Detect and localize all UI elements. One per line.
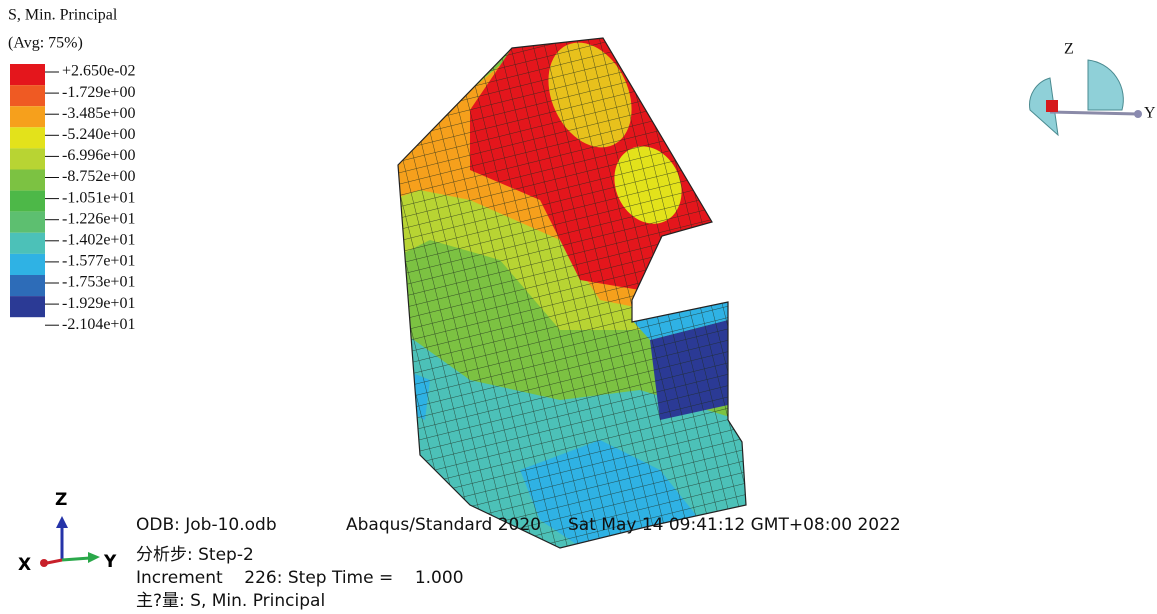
legend-band bbox=[10, 212, 45, 233]
legend-band bbox=[10, 148, 45, 169]
legend-label: -1.402e+01 bbox=[62, 231, 135, 248]
triad-y-axis bbox=[62, 558, 90, 560]
legend-label: -8.752e+00 bbox=[62, 168, 135, 185]
triad-y-arrow bbox=[88, 552, 100, 563]
info-solver: Abaqus/Standard 2020 bbox=[346, 515, 541, 535]
fe-model bbox=[380, 29, 760, 560]
cube-z-label: Z bbox=[1064, 41, 1074, 58]
info-step: 分析步: Step-2 bbox=[136, 545, 254, 565]
legend-label: -1.051e+01 bbox=[62, 189, 135, 206]
cube-y-label: Y bbox=[1144, 105, 1156, 122]
info-variable: 主?量: S, Min. Principal bbox=[136, 591, 325, 611]
legend-label: -1.226e+01 bbox=[62, 210, 135, 227]
triad-y-label: Y bbox=[103, 552, 117, 572]
legend-label: -1.729e+00 bbox=[62, 84, 135, 101]
legend-band bbox=[10, 64, 45, 85]
legend-band bbox=[10, 127, 45, 148]
legend-band bbox=[10, 191, 45, 212]
info-increment: Increment 226: Step Time = 1.000 bbox=[136, 568, 464, 588]
triad: Z X Y bbox=[18, 490, 117, 575]
legend-band bbox=[10, 296, 45, 317]
page: S, Min. Principal (Avg: 75%) +2.650e-02 -… bbox=[0, 0, 1157, 614]
legend-label: -3.485e+00 bbox=[62, 105, 135, 122]
viewport: S, Min. Principal (Avg: 75%) +2.650e-02 -… bbox=[0, 0, 1157, 614]
legend-label: -5.240e+00 bbox=[62, 126, 135, 143]
info-date: Sat May 14 09:41:12 GMT+08:00 2022 bbox=[568, 515, 901, 535]
legend-label: -1.753e+01 bbox=[62, 274, 135, 291]
cube-axis bbox=[1050, 112, 1138, 114]
legend-label: +2.650e-02 bbox=[62, 63, 135, 80]
info-odb: ODB: Job-10.odb bbox=[136, 515, 277, 535]
legend-band bbox=[10, 106, 45, 127]
cube-axis-end bbox=[1134, 110, 1142, 118]
legend-label: -1.577e+01 bbox=[62, 253, 135, 270]
triad-x-end bbox=[40, 559, 48, 567]
cube-face bbox=[1088, 60, 1123, 110]
legend-title: S, Min. Principal bbox=[8, 7, 118, 24]
legend-label: -1.929e+01 bbox=[62, 295, 135, 312]
legend-band bbox=[10, 254, 45, 275]
legend: +2.650e-02 -1.729e+00 -3.485e+00 -5.240e+00… bbox=[10, 63, 135, 333]
legend-label: -2.104e+01 bbox=[62, 316, 135, 333]
cube-center bbox=[1046, 100, 1058, 112]
legend-label: -6.996e+00 bbox=[62, 147, 135, 164]
legend-band bbox=[10, 233, 45, 254]
legend-band bbox=[10, 85, 45, 106]
triad-z-arrow bbox=[56, 516, 68, 528]
legend-subtitle: (Avg: 75%) bbox=[8, 35, 83, 52]
view-cube: Z Y bbox=[1030, 41, 1156, 135]
triad-z-label: Z bbox=[55, 490, 67, 510]
triad-x-label: X bbox=[18, 555, 31, 575]
legend-band bbox=[10, 275, 45, 296]
legend-band bbox=[10, 170, 45, 191]
